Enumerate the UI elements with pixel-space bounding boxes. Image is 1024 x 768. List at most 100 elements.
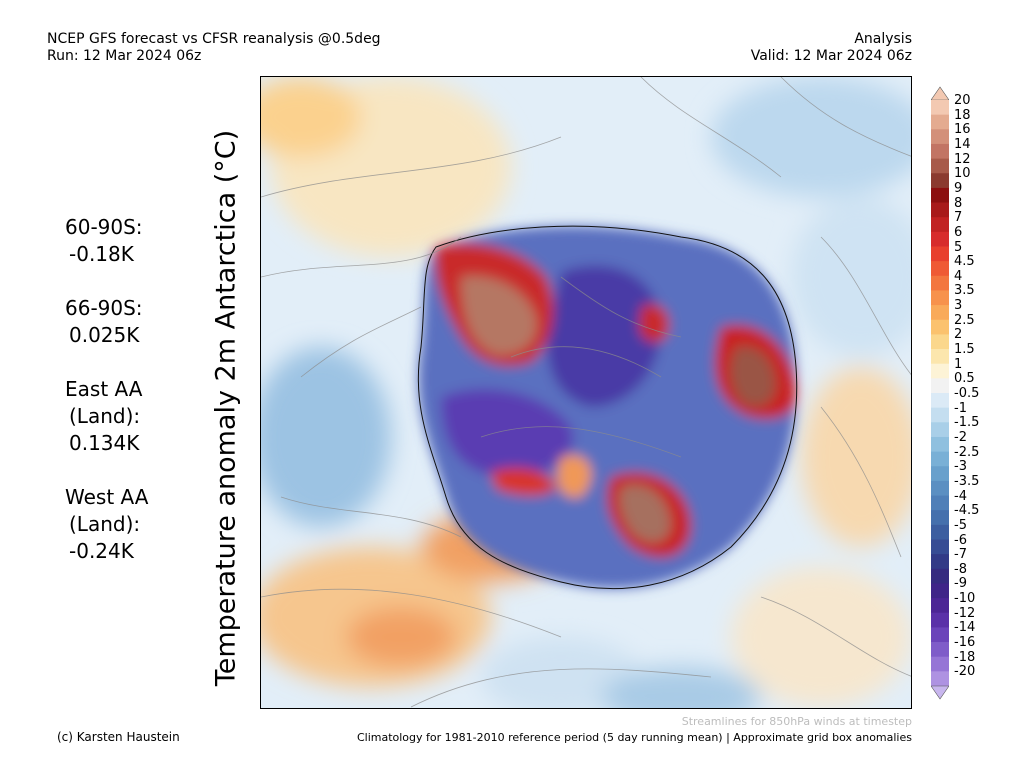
colorbar (931, 86, 949, 700)
colorbar-tick-label: -2.5 (954, 444, 980, 460)
colorbar-swatch (931, 158, 949, 174)
colorbar-tick-label: -12 (954, 605, 976, 621)
colorbar-tick-label: 3.5 (954, 283, 975, 299)
stat-value: -0.24K (69, 539, 134, 563)
colorbar-tick-label: -4 (954, 488, 967, 504)
title-line-run: Run: 12 Mar 2024 06z (47, 48, 202, 64)
colorbar-tick-label: 9 (954, 180, 963, 196)
chart-title: NCEP GFS forecast vs CFSR reanalysis @0.… (47, 31, 381, 65)
colorbar-swatch (931, 173, 949, 189)
colorbar-swatch (931, 671, 949, 687)
colorbar-tick-label: 12 (954, 151, 971, 167)
colorbar-swatch (931, 612, 949, 628)
stat-value: -0.18K (69, 242, 134, 266)
stat-label: West AA (65, 485, 149, 509)
stat-label: East AA (65, 377, 143, 401)
colorbar-tick-label: 0.5 (954, 371, 975, 387)
colorbar-swatch (931, 510, 949, 526)
colorbar-swatch (931, 627, 949, 643)
colorbar-swatch (931, 275, 949, 291)
colorbar-tick-label: -9 (954, 576, 967, 592)
colorbar-tick-label: -1.5 (954, 415, 980, 431)
colorbar-swatch (931, 539, 949, 555)
colorbar-swatch (931, 349, 949, 365)
colorbar-tick-label: -0.5 (954, 386, 980, 401)
colorbar-swatch (931, 393, 949, 409)
colorbar-tick-label: -3.5 (954, 473, 980, 489)
colorbar-swatch (931, 598, 949, 614)
colorbar-swatch (931, 378, 949, 394)
colorbar-swatch (931, 407, 949, 423)
streamline-note: Streamlines for 850hPa winds at timestep (681, 715, 912, 728)
colorbar-tick-label: 7 (954, 210, 963, 226)
colorbar-tick-label: -4.5 (954, 503, 980, 519)
colorbar-tick-label: -3 (954, 459, 967, 475)
wind-streamlines (261, 77, 911, 708)
stat-label-2: (Land): (69, 404, 141, 428)
colorbar-swatch (931, 202, 949, 218)
colorbar-tick-label: 1 (954, 356, 963, 372)
colorbar-tick-label: -10 (954, 591, 976, 607)
ocean-anomaly-field (261, 77, 911, 708)
colorbar-swatch (931, 480, 949, 496)
stat-label: 60-90S: (65, 215, 143, 239)
copyright-label: (c) Karsten Haustein (57, 730, 180, 744)
colorbar-swatch (931, 290, 949, 306)
colorbar-swatch (931, 217, 949, 233)
colorbar-swatch (931, 642, 949, 658)
colorbar-tick-label: -1 (954, 400, 967, 416)
colorbar-tick-label: -2 (954, 429, 967, 445)
colorbar-swatch (931, 554, 949, 570)
colorbar-swatch (931, 334, 949, 350)
colorbar-swatch (931, 466, 949, 482)
colorbar-swatch (931, 422, 949, 438)
title-line-model: NCEP GFS forecast vs CFSR reanalysis @0.… (47, 31, 381, 47)
climatology-note: Climatology for 1981-2010 reference peri… (356, 731, 912, 744)
colorbar-tick-label: -16 (954, 635, 976, 651)
colorbar-tick-label: 5 (954, 239, 963, 255)
colorbar-swatch (931, 524, 949, 540)
colorbar-tick-label: 4 (954, 268, 963, 284)
colorbar-swatch (931, 231, 949, 247)
colorbar-swatch (931, 495, 949, 511)
colorbar-tick-label: 2.5 (954, 312, 975, 328)
colorbar-tick-label: 18 (954, 107, 971, 123)
colorbar-swatch (931, 129, 949, 145)
colorbar-tick-label: -14 (954, 620, 976, 636)
colorbar-swatch (931, 656, 949, 672)
stat-east-aa: East AA (Land): 0.134K (65, 376, 142, 457)
colorbar-max-arrow (931, 86, 949, 101)
colorbar-swatch (931, 305, 949, 321)
colorbar-swatch (931, 451, 949, 467)
colorbar-swatch (931, 187, 949, 203)
antarctica-coastline (417, 225, 798, 590)
stat-66-90s: 66-90S: 0.025K (65, 295, 143, 349)
colorbar-min-arrow (931, 685, 949, 700)
colorbar-tick-label: 10 (954, 166, 971, 182)
colorbar-tick-label: 20 (954, 93, 971, 108)
valid-time-label: Valid: 12 Mar 2024 06z (750, 48, 912, 64)
vertical-axis-title: Temperature anomaly 2m Antarctica (°C) (210, 129, 242, 687)
continent-anomaly-field (418, 226, 797, 589)
colorbar-swatch (931, 246, 949, 262)
colorbar-swatch (931, 143, 949, 159)
colorbar-swatch (931, 363, 949, 379)
colorbar-tick-label: 16 (954, 122, 971, 138)
colorbar-swatch (931, 100, 949, 116)
colorbar-tick-label: 8 (954, 195, 963, 211)
colorbar-swatch (931, 261, 949, 277)
stat-label-2: (Land): (69, 512, 141, 536)
colorbar-tick-label: -5 (954, 517, 967, 533)
stat-label: 66-90S: (65, 296, 143, 320)
colorbar-tick-label: 3 (954, 298, 963, 314)
colorbar-tick-label: 6 (954, 224, 963, 240)
colorbar-tick-label: 1.5 (954, 342, 975, 358)
chart-validity: Analysis Valid: 12 Mar 2024 06z (751, 31, 912, 65)
stat-value: 0.025K (69, 323, 140, 347)
colorbar-swatch (931, 114, 949, 130)
anomaly-map (260, 76, 912, 709)
anomaly-map-canvas (261, 77, 911, 708)
colorbar-swatch (931, 568, 949, 584)
stat-60-90s: 60-90S: -0.18K (65, 214, 143, 268)
colorbar-tick-label: -18 (954, 649, 976, 665)
